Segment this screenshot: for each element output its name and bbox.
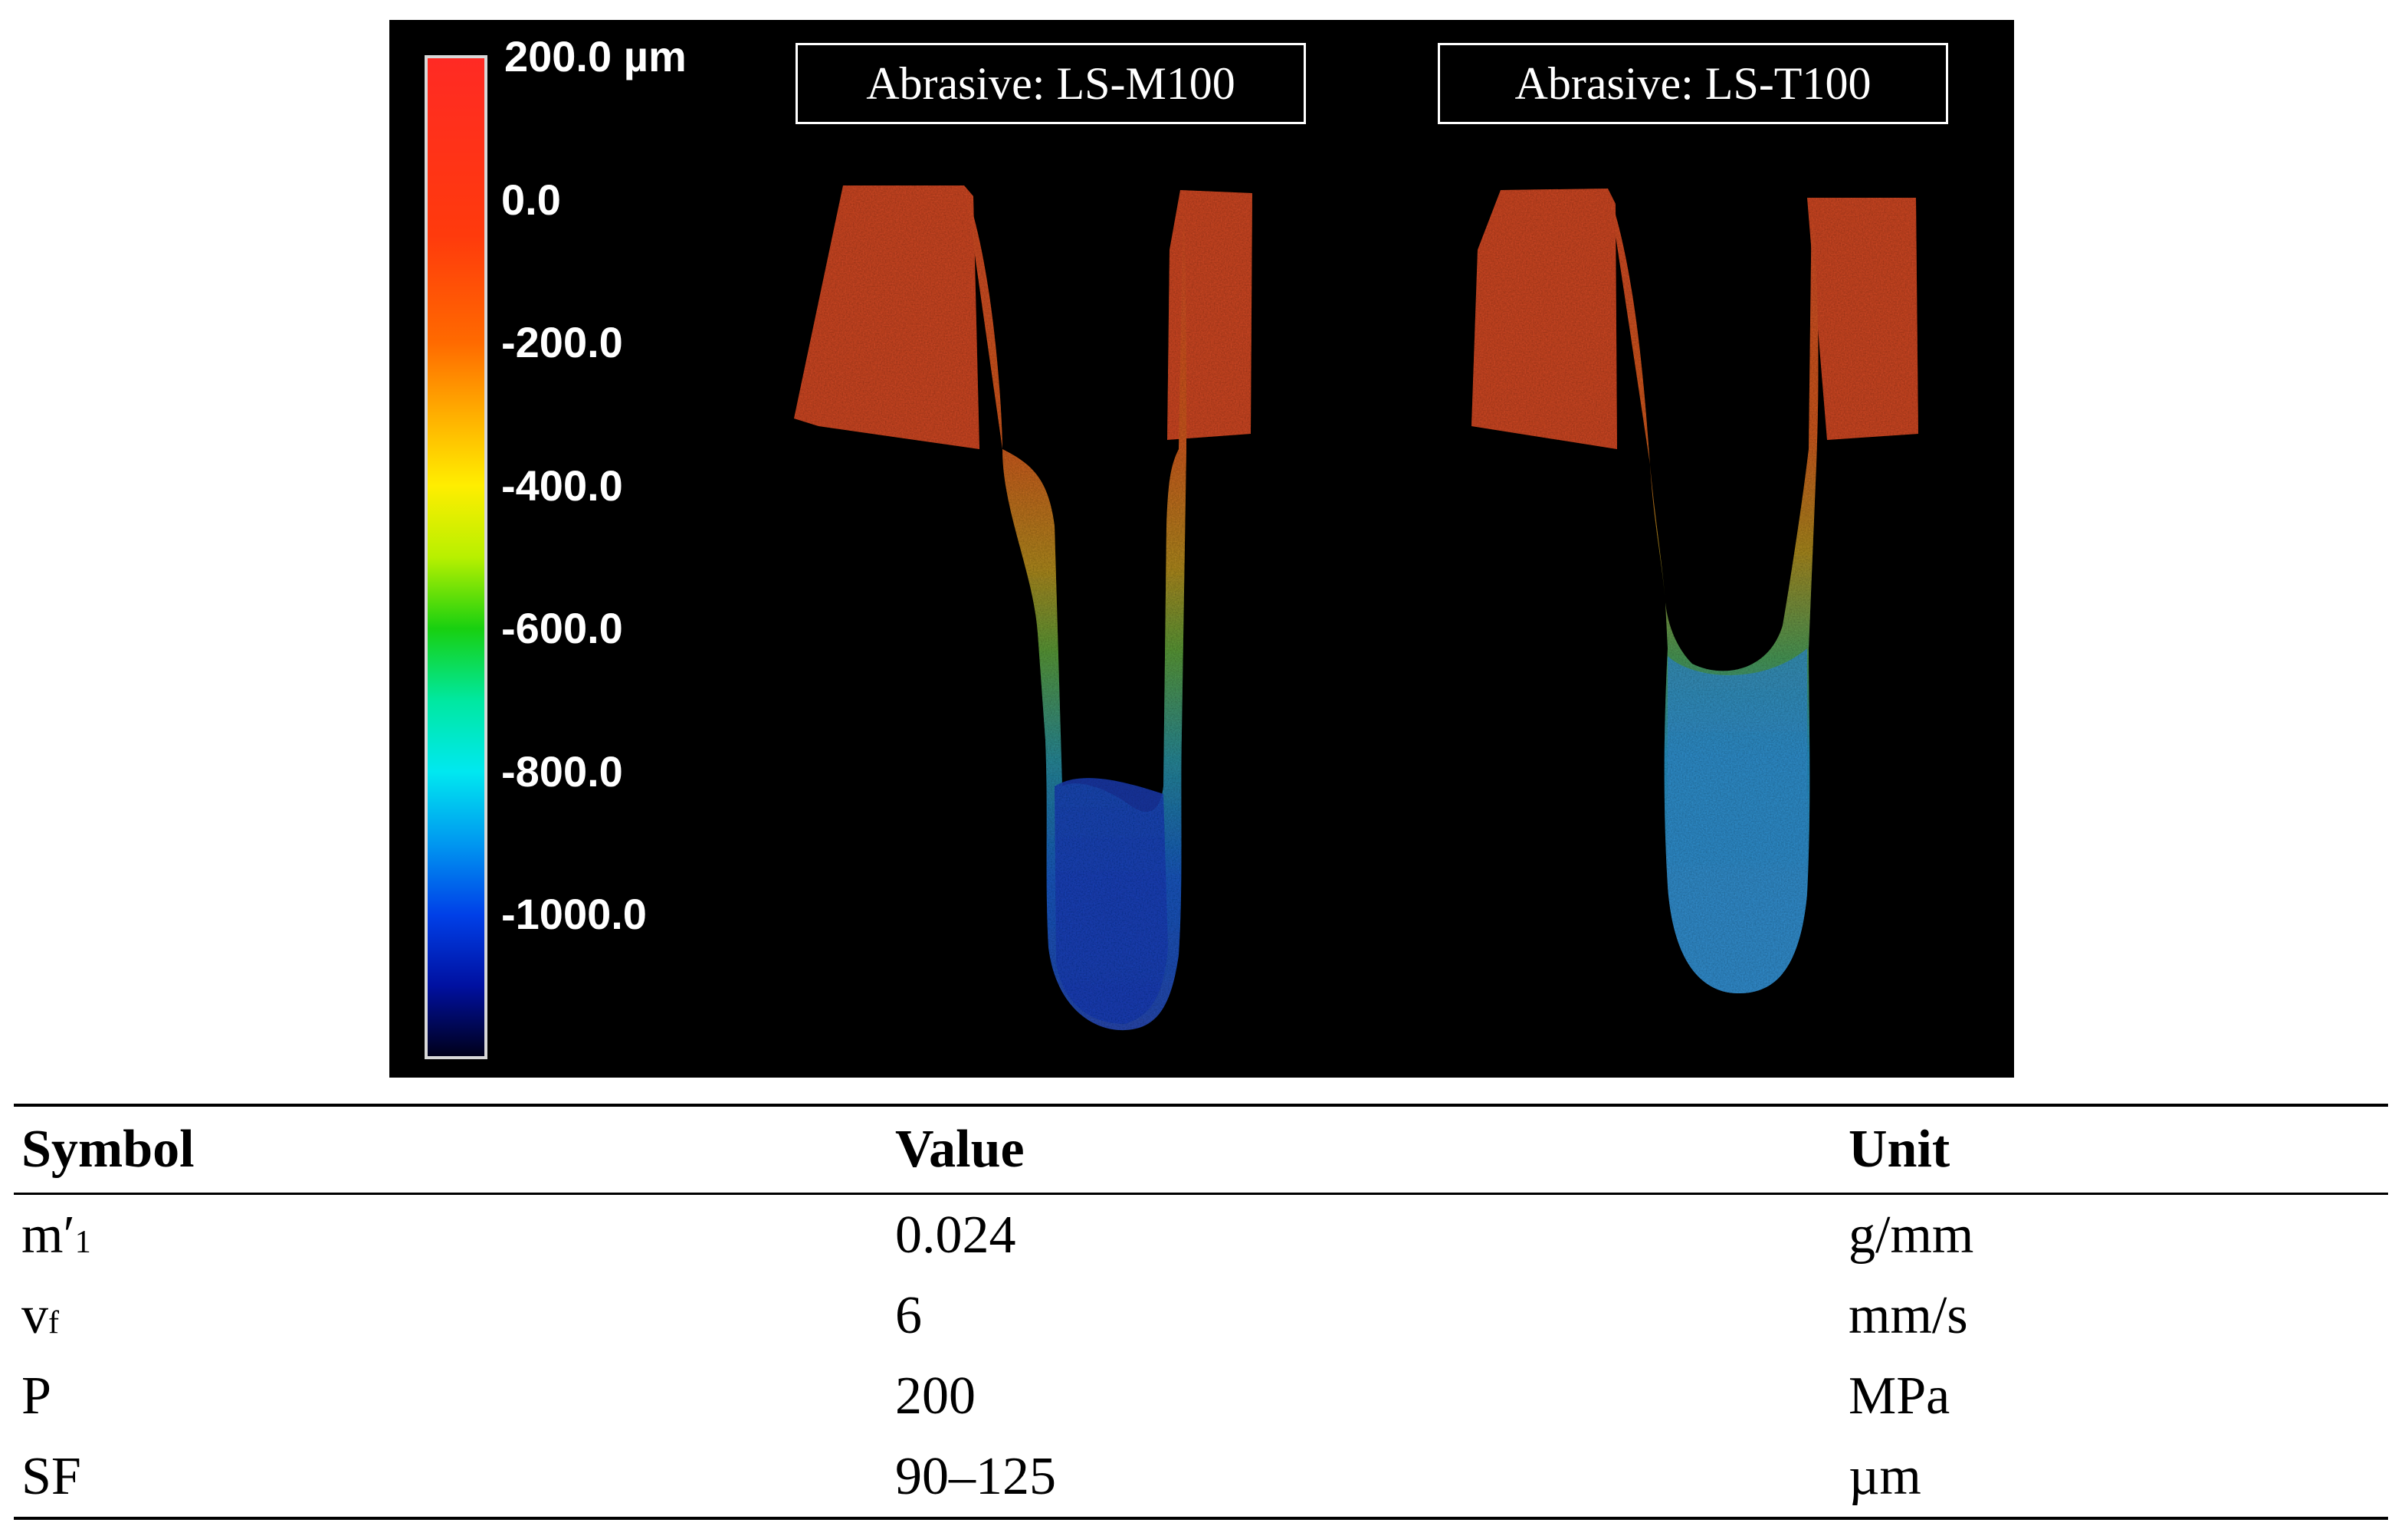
symbol-cell: SF: [21, 1446, 81, 1506]
scale-tick-label: -400.0: [501, 461, 623, 510]
sample-label-ls-m100: Abrasive: LS-M100: [796, 43, 1306, 124]
value-cell: 90–125: [895, 1446, 1056, 1506]
figure-panel: 200.0 µm 0.0 -200.0 -400.0 -600.0 -800.0 -1000…: [389, 20, 2014, 1078]
scale-tick-label: -600.0: [501, 604, 623, 653]
column-header-symbol: Symbol: [21, 1120, 195, 1179]
column-header-value: Value: [895, 1120, 1025, 1179]
parameter-table: Symbol Value Unit m′1 0.024 g/mm vf 6 mm…: [14, 1104, 2388, 1520]
value-cell: 6: [895, 1285, 922, 1345]
scale-tick-label: 200.0 µm: [504, 32, 687, 80]
unit-cell: g/mm: [1849, 1205, 1974, 1265]
groove-profile-ls-t100: [1471, 189, 1918, 993]
surface-profile-plot: [425, 55, 1918, 1059]
unit-cell: mm/s: [1849, 1285, 1968, 1345]
table-header-row: Symbol Value Unit: [14, 1105, 2388, 1194]
symbol-cell: P: [21, 1366, 51, 1426]
value-cell: 200: [895, 1366, 976, 1426]
symbol-cell: m′1: [21, 1205, 91, 1265]
table-row: m′1 0.024 g/mm: [14, 1194, 2388, 1276]
table-row: vf 6 mm/s: [14, 1275, 2388, 1356]
groove-profile-ls-m100: [794, 185, 1252, 1031]
unit-cell: µm: [1849, 1446, 1921, 1506]
scale-tick-label: -800.0: [501, 747, 623, 796]
color-scale-bar: [425, 55, 487, 1059]
value-cell: 0.024: [895, 1205, 1016, 1265]
scale-tick-label: -200.0: [501, 318, 623, 367]
symbol-cell: vf: [21, 1285, 59, 1345]
scale-tick-label: -1000.0: [501, 890, 647, 939]
sample-label-ls-t100: Abrasive: LS-T100: [1438, 43, 1948, 124]
table-row: SF 90–125 µm: [14, 1436, 2388, 1518]
scale-tick-label: 0.0: [501, 175, 561, 224]
column-header-unit: Unit: [1849, 1120, 1950, 1179]
unit-cell: MPa: [1849, 1366, 1950, 1426]
table-row: P 200 MPa: [14, 1356, 2388, 1436]
